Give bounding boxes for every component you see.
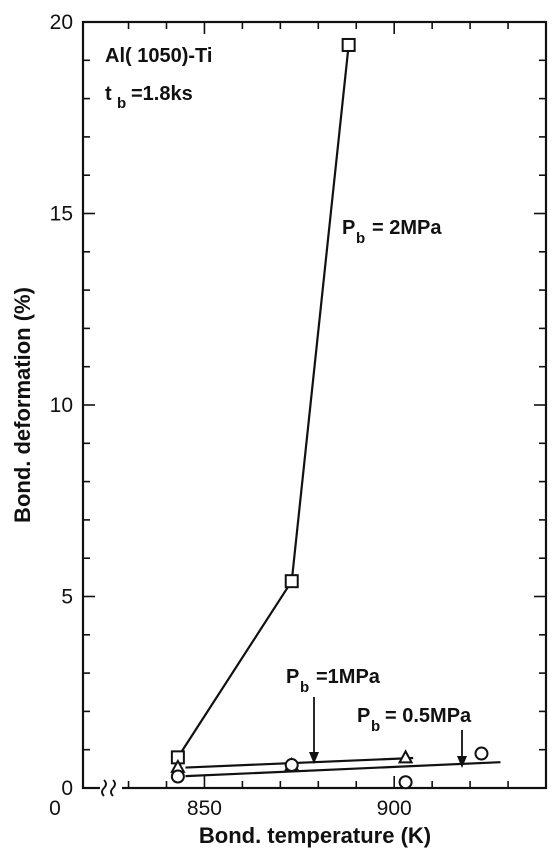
svg-text:b: b: [371, 718, 380, 735]
y-tick-label: 5: [61, 586, 73, 609]
series-line-05mpa: [185, 761, 501, 778]
svg-text:P: P: [357, 705, 370, 727]
svg-text:b: b: [300, 679, 309, 696]
origin-tick-label: 0: [49, 797, 61, 820]
x-axis-label: Bond. temperature (K): [199, 823, 431, 848]
plot-frame: [81, 20, 548, 790]
svg-text:b: b: [117, 95, 126, 112]
arrowhead-1mpa: [309, 752, 319, 764]
y-tick-label: 0: [61, 777, 73, 800]
svg-text:=1MPa: =1MPa: [316, 666, 381, 688]
arrowhead-05mpa: [457, 756, 467, 768]
marker-circle: [474, 746, 489, 761]
marker-square: [341, 37, 356, 52]
x-tick-label: 850: [187, 797, 222, 820]
marker-circle: [170, 769, 185, 784]
svg-text:b: b: [356, 230, 365, 247]
material-annotation: Al( 1050)-Ti: [105, 45, 212, 67]
series-label-05mpa: P b = 0.5MPa: [357, 705, 472, 735]
svg-text:t: t: [105, 83, 112, 105]
svg-text:=1.8ks: =1.8ks: [131, 83, 193, 105]
svg-text:P: P: [342, 217, 355, 239]
marker-circle: [284, 758, 299, 773]
series-line-1mpa: [185, 756, 414, 769]
y-axis-label: Bond. deformation (%): [10, 287, 35, 523]
tick-labels: 0 5 10 15 20 850 900 0: [49, 11, 412, 820]
time-annotation: t b =1.8ks: [105, 83, 193, 112]
svg-text:= 0.5MPa: = 0.5MPa: [385, 705, 472, 727]
ticks: [83, 21, 546, 789]
marker-square: [284, 574, 299, 589]
y-tick-label: 10: [50, 394, 73, 417]
svg-text:= 2MPa: = 2MPa: [372, 217, 442, 239]
series-label-2mpa: P b = 2MPa: [342, 217, 442, 247]
series-label-1mpa: P b =1MPa: [286, 666, 381, 696]
y-tick-label: 15: [50, 203, 73, 226]
series-line-2mpa: [176, 44, 350, 758]
marker-circle: [398, 775, 413, 790]
marker-triangle: [397, 749, 414, 764]
svg-text:P: P: [286, 666, 299, 688]
markers: [170, 37, 489, 790]
x-axis-break: [100, 778, 122, 798]
y-tick-label: 20: [50, 11, 73, 34]
x-tick-label: 900: [377, 797, 412, 820]
